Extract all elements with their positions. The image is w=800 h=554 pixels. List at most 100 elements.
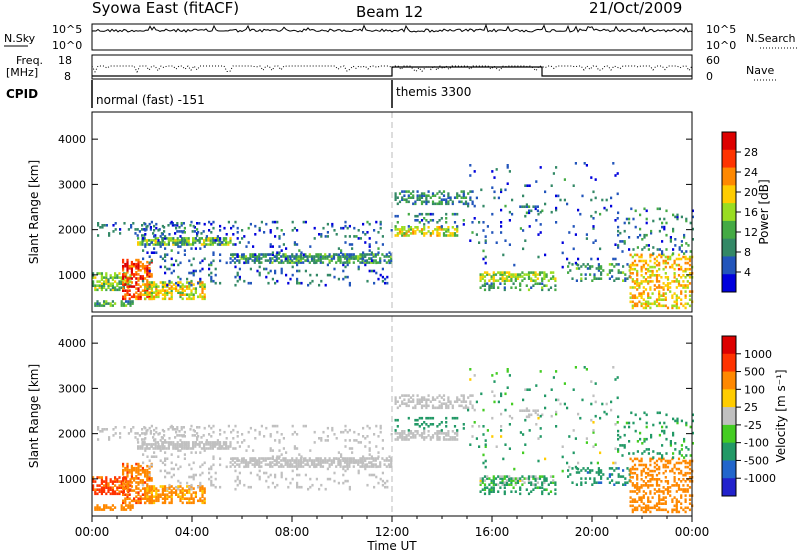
velocity-cell <box>639 437 642 441</box>
power-cell <box>658 290 661 293</box>
power-colorbar-tick-label: 20 <box>744 186 758 199</box>
velocity-cell <box>420 406 424 410</box>
velocity-cell <box>98 490 101 493</box>
power-cell <box>168 233 171 236</box>
power-cell <box>572 247 575 251</box>
velocity-cell <box>278 439 281 442</box>
velocity-cell <box>302 424 305 428</box>
power-cell <box>240 257 243 260</box>
power-cell <box>175 281 178 285</box>
velocity-cell <box>486 486 489 489</box>
power-cell <box>644 272 648 275</box>
velocity-cell <box>649 510 652 514</box>
velocity-cell <box>274 459 277 462</box>
power-cell <box>552 172 555 175</box>
velocity-cell <box>364 437 367 440</box>
velocity-cell <box>321 465 325 468</box>
velocity-cell <box>289 481 292 485</box>
power-ylabel: Slant Range [km] <box>27 160 41 264</box>
power-cell <box>318 283 321 287</box>
power-cell <box>122 277 125 280</box>
power-y-tick-label: 1000 <box>58 269 86 282</box>
velocity-cell <box>501 477 504 480</box>
power-cell <box>662 261 665 265</box>
velocity-cell <box>427 434 430 437</box>
velocity-cell <box>512 479 515 482</box>
velocity-cell <box>589 469 592 472</box>
velocity-cell <box>219 441 222 444</box>
velocity-cell <box>321 459 325 462</box>
power-cell <box>192 241 195 244</box>
velocity-cell <box>447 434 450 437</box>
velocity-cell <box>652 450 655 453</box>
velocity-cell <box>519 492 522 496</box>
power-cell <box>126 281 129 284</box>
power-cell <box>675 306 678 310</box>
power-cell <box>653 261 656 265</box>
power-cell <box>429 219 432 222</box>
power-cell <box>669 257 672 261</box>
power-cell <box>194 239 197 242</box>
power-cell <box>503 277 506 280</box>
velocity-cell <box>297 465 300 468</box>
x-tick-label: 00:00 <box>675 525 710 539</box>
power-colorbar-swatch <box>722 238 736 257</box>
velocity-cell <box>183 447 186 450</box>
power-cell <box>539 231 542 234</box>
velocity-cell <box>139 499 142 503</box>
power-cell <box>156 241 159 244</box>
velocity-cell <box>423 421 426 424</box>
power-cell <box>675 296 678 299</box>
velocity-cell <box>193 434 196 437</box>
power-cell <box>188 287 191 290</box>
power-cell <box>640 253 643 257</box>
velocity-cell <box>555 412 558 416</box>
power-cell <box>142 239 145 242</box>
velocity-cell <box>143 443 146 446</box>
velocity-cell <box>503 475 506 478</box>
velocity-cell <box>675 461 678 465</box>
power-cell <box>161 243 164 246</box>
power-cell <box>183 231 186 234</box>
velocity-cell <box>330 459 333 462</box>
power-cell <box>653 288 656 291</box>
power-cell <box>225 233 228 236</box>
power-cell <box>451 234 454 237</box>
power-cell <box>398 192 402 195</box>
power-cell <box>584 277 587 280</box>
power-cell <box>135 262 138 266</box>
velocity-cell <box>492 483 495 486</box>
power-cell <box>144 264 147 268</box>
power-cell <box>623 240 626 243</box>
power-cell <box>494 273 498 276</box>
velocity-cell <box>105 504 108 507</box>
velocity-cell <box>130 477 133 480</box>
power-cell <box>175 287 178 290</box>
power-cell <box>139 243 142 246</box>
power-cell <box>139 297 142 301</box>
velocity-cell <box>600 481 603 484</box>
power-cell <box>157 229 160 232</box>
velocity-cell <box>597 471 600 474</box>
power-cell <box>135 281 138 284</box>
power-cell <box>177 283 180 287</box>
velocity-cell <box>683 456 686 459</box>
velocity-cell <box>423 438 426 441</box>
velocity-cell <box>130 428 133 431</box>
velocity-cell <box>483 486 487 489</box>
velocity-cell <box>282 447 285 450</box>
velocity-cell <box>280 453 283 456</box>
power-cell <box>170 287 173 290</box>
power-cell <box>144 283 147 286</box>
velocity-cell <box>503 477 506 480</box>
power-cell <box>166 267 169 271</box>
power-cell <box>671 265 674 269</box>
power-cell <box>337 247 340 250</box>
velocity-cell <box>198 441 201 444</box>
power-cell <box>137 273 140 276</box>
power-cell <box>269 243 272 246</box>
velocity-cell <box>368 453 371 456</box>
power-cell <box>114 274 117 277</box>
velocity-cell <box>186 447 189 450</box>
velocity-cell <box>344 428 347 432</box>
